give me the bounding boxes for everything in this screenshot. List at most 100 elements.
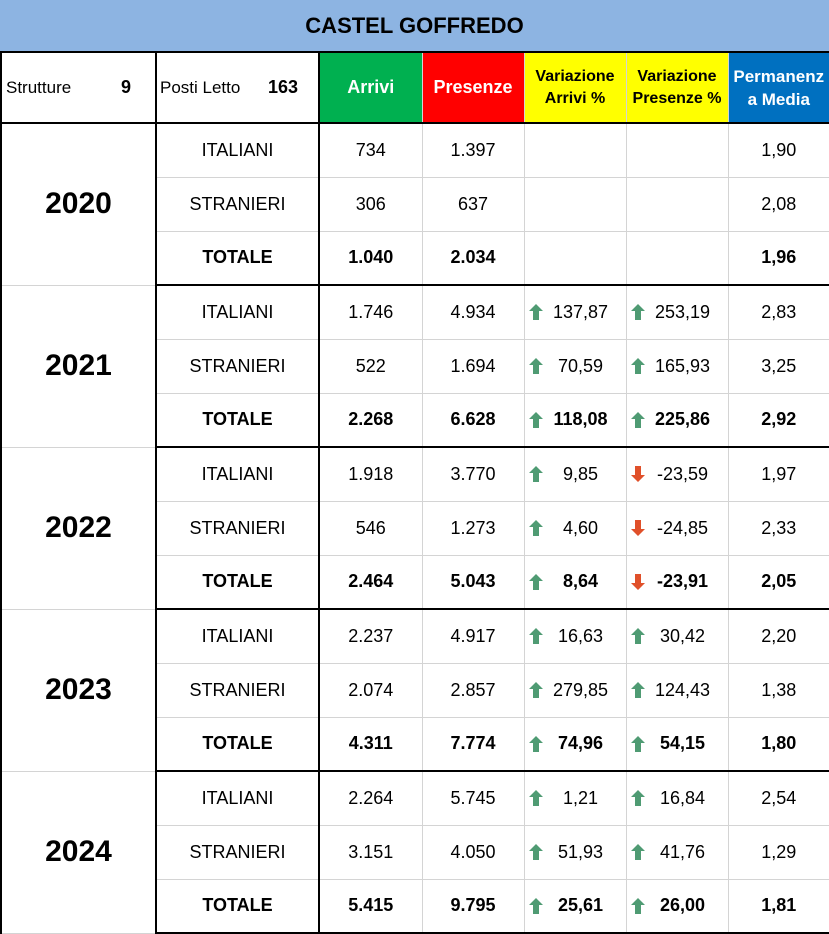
variazione-presenze-value: -23,59 (652, 464, 728, 485)
permanenza-value: 1,81 (728, 879, 829, 933)
year-cell: 2022 (1, 447, 156, 609)
header-variazione-presenze: Variazione Presenze % (626, 53, 728, 123)
posti-letto-value: 163 (268, 77, 298, 98)
variazione-presenze-value: -23,91 (652, 571, 728, 592)
variazione-arrivi-cell: 9,85 (524, 447, 626, 501)
arrivi-value: 546 (319, 501, 422, 555)
year-cell: 2023 (1, 609, 156, 771)
row-label: TOTALE (156, 393, 319, 447)
variazione-arrivi-cell: 16,63 (524, 609, 626, 663)
arrivi-value: 3.151 (319, 825, 422, 879)
permanenza-value: 2,33 (728, 501, 829, 555)
permanenza-value: 3,25 (728, 339, 829, 393)
variazione-presenze-cell: 54,15 (626, 717, 728, 771)
presenze-value: 4.934 (422, 285, 524, 339)
strutture-value: 9 (121, 77, 131, 98)
variazione-presenze-cell: 26,00 (626, 879, 728, 933)
variazione-arrivi-cell: 74,96 (524, 717, 626, 771)
tourism-table: Strutture 9 Posti Letto 163 Arrivi Prese… (0, 53, 829, 934)
row-label: ITALIANI (156, 285, 319, 339)
variazione-presenze-cell (626, 177, 728, 231)
header-variazione-presenze-line1: Variazione (627, 66, 728, 88)
permanenza-value: 1,80 (728, 717, 829, 771)
row-label: TOTALE (156, 555, 319, 609)
variazione-presenze-cell: -23,59 (626, 447, 728, 501)
header-row: Strutture 9 Posti Letto 163 Arrivi Prese… (1, 53, 829, 123)
variazione-arrivi-value: 1,21 (550, 788, 626, 809)
row-label: STRANIERI (156, 339, 319, 393)
row-label: STRANIERI (156, 663, 319, 717)
arrow-up-icon (630, 681, 646, 699)
arrow-down-icon (630, 519, 646, 537)
variazione-presenze-cell: -23,91 (626, 555, 728, 609)
variazione-arrivi-value: 16,63 (550, 626, 626, 647)
variazione-arrivi-cell: 137,87 (524, 285, 626, 339)
arrow-down-icon (630, 573, 646, 591)
strutture-label: Strutture (6, 78, 71, 98)
variazione-arrivi-cell: 279,85 (524, 663, 626, 717)
permanenza-value: 1,38 (728, 663, 829, 717)
permanenza-value: 2,54 (728, 771, 829, 825)
arrow-up-icon (630, 843, 646, 861)
arrow-up-icon (528, 465, 544, 483)
variazione-arrivi-value: 9,85 (550, 464, 626, 485)
header-variazione-arrivi-line2: Arrivi % (525, 88, 626, 110)
posti-letto-cell: Posti Letto 163 (156, 53, 319, 123)
header-variazione-arrivi: Variazione Arrivi % (524, 53, 626, 123)
presenze-value: 4.917 (422, 609, 524, 663)
presenze-value: 4.050 (422, 825, 524, 879)
variazione-arrivi-value: 25,61 (550, 895, 626, 916)
row-label: ITALIANI (156, 447, 319, 501)
arrow-up-icon (528, 681, 544, 699)
arrivi-value: 2.268 (319, 393, 422, 447)
variazione-presenze-cell: -24,85 (626, 501, 728, 555)
presenze-value: 637 (422, 177, 524, 231)
presenze-value: 1.397 (422, 123, 524, 177)
variazione-presenze-cell: 165,93 (626, 339, 728, 393)
row-label: TOTALE (156, 717, 319, 771)
variazione-presenze-value: 124,43 (652, 680, 728, 701)
arrow-up-icon (630, 735, 646, 753)
header-permanenza-line2: a Media (729, 88, 829, 111)
presenze-value: 1.694 (422, 339, 524, 393)
variazione-arrivi-value: 8,64 (550, 571, 626, 592)
row-label: TOTALE (156, 231, 319, 285)
presenze-value: 2.857 (422, 663, 524, 717)
variazione-arrivi-cell: 8,64 (524, 555, 626, 609)
variazione-arrivi-cell (524, 123, 626, 177)
variazione-presenze-cell: 30,42 (626, 609, 728, 663)
presenze-value: 7.774 (422, 717, 524, 771)
variazione-arrivi-cell: 51,93 (524, 825, 626, 879)
presenze-value: 1.273 (422, 501, 524, 555)
arrow-up-icon (630, 627, 646, 645)
variazione-presenze-value: 26,00 (652, 895, 728, 916)
presenze-value: 2.034 (422, 231, 524, 285)
arrivi-value: 1.040 (319, 231, 422, 285)
arrivi-value: 2.464 (319, 555, 422, 609)
presenze-value: 5.043 (422, 555, 524, 609)
variazione-presenze-value: 165,93 (652, 356, 728, 377)
variazione-arrivi-cell: 25,61 (524, 879, 626, 933)
variazione-arrivi-value: 70,59 (550, 356, 626, 377)
arrivi-value: 5.415 (319, 879, 422, 933)
arrivi-value: 4.311 (319, 717, 422, 771)
arrow-up-icon (528, 303, 544, 321)
presenze-value: 5.745 (422, 771, 524, 825)
permanenza-value: 1,97 (728, 447, 829, 501)
variazione-presenze-cell (626, 123, 728, 177)
arrivi-value: 2.264 (319, 771, 422, 825)
variazione-presenze-value: 41,76 (652, 842, 728, 863)
variazione-presenze-value: 54,15 (652, 733, 728, 754)
arrow-up-icon (528, 519, 544, 537)
arrow-up-icon (528, 357, 544, 375)
permanenza-value: 2,08 (728, 177, 829, 231)
strutture-cell: Strutture 9 (1, 53, 156, 123)
variazione-presenze-cell: 16,84 (626, 771, 728, 825)
variazione-arrivi-cell: 70,59 (524, 339, 626, 393)
row-label: ITALIANI (156, 609, 319, 663)
arrow-up-icon (630, 411, 646, 429)
permanenza-value: 2,83 (728, 285, 829, 339)
